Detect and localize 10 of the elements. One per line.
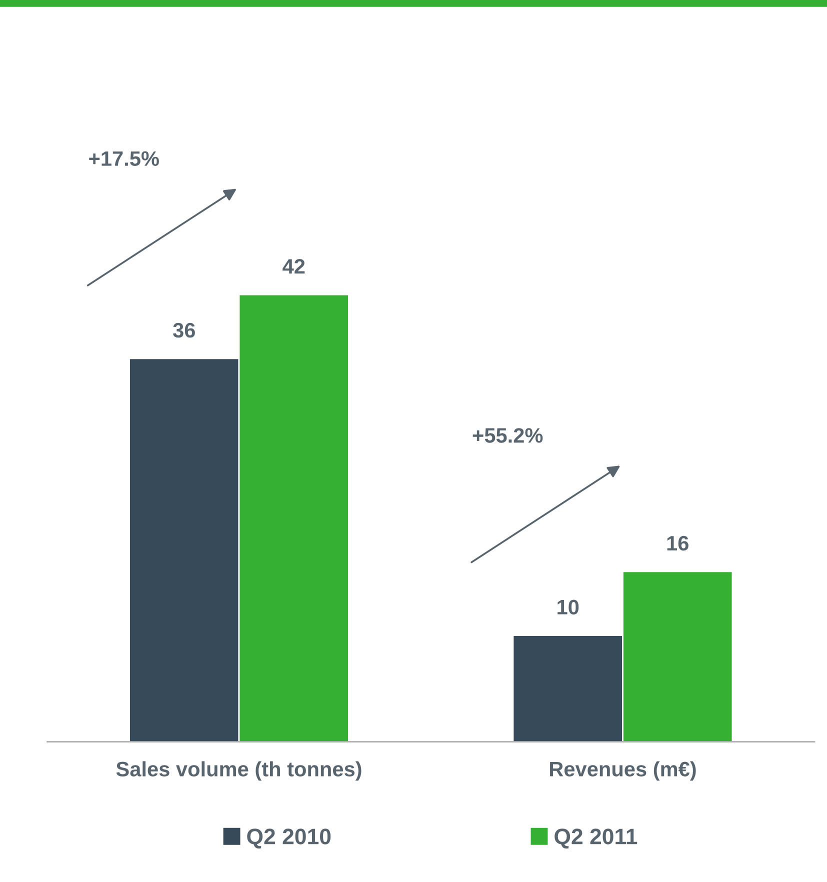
data-label: 42 xyxy=(282,259,305,274)
legend-label: Q2 2010 xyxy=(247,828,331,849)
x-tick-label: Sales volume (th tonnes) xyxy=(116,761,362,781)
data-label: 36 xyxy=(173,322,195,338)
x-tick-label: Revenues (m€) xyxy=(550,761,696,781)
annotation: +55.2% xyxy=(472,428,543,443)
text: +17.5% xyxy=(89,151,159,166)
legend-label: Q2 2011 xyxy=(554,828,638,849)
data-label: 16 xyxy=(667,536,688,551)
data-label: 10 xyxy=(558,600,579,614)
